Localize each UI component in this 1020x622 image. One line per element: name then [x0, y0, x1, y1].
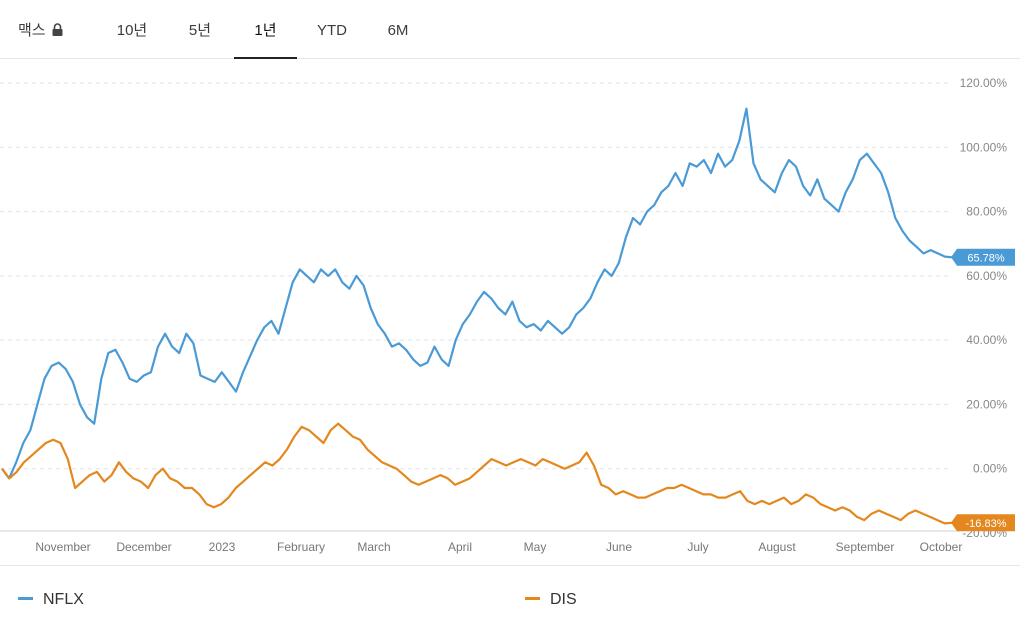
y-tick-label: 120.00%	[960, 76, 1008, 90]
last-value-label: 65.78%	[967, 252, 1005, 264]
x-tick-label: September	[836, 540, 895, 554]
legend-swatch	[18, 596, 33, 600]
tab-5y[interactable]: 5년	[172, 0, 228, 58]
x-tick-label: November	[35, 540, 90, 554]
y-tick-label: 100.00%	[960, 140, 1008, 154]
x-tick-label: May	[524, 540, 547, 554]
last-value-tag	[951, 248, 1015, 266]
last-value-label: -16.83%	[966, 518, 1007, 530]
tab-label: 맥스	[18, 22, 46, 39]
x-tick-label: June	[606, 540, 632, 554]
tab-label: 10년	[116, 22, 148, 39]
y-tick-label: 60.00%	[966, 269, 1007, 283]
tab-max[interactable]: 맥스	[18, 0, 74, 58]
x-tick-label: April	[448, 540, 472, 554]
lock-icon	[52, 22, 63, 36]
legend-dis[interactable]: DIS	[525, 590, 577, 610]
last-value-tag	[951, 514, 1015, 532]
tab-label: 1년	[254, 22, 277, 39]
y-tick-label: 20.00%	[966, 397, 1007, 411]
x-tick-label: February	[277, 540, 325, 554]
y-tick-label: 40.00%	[966, 333, 1007, 347]
tab-label: 5년	[188, 22, 212, 39]
tab-6m[interactable]: 6M	[370, 0, 426, 58]
x-tick-label: March	[357, 540, 390, 554]
series-line-nflx	[1, 107, 953, 480]
x-tick-label: August	[758, 540, 796, 554]
divider	[0, 565, 1020, 566]
legend-label: NFLX	[43, 591, 84, 608]
performance-chart: 120.00% 100.00% 80.00% 60.00% 40.00% 20.00% 0.…	[0, 76, 1015, 554]
legend-nflx[interactable]: NFLX	[18, 590, 84, 610]
x-tick-label: October	[920, 540, 963, 554]
tab-10y[interactable]: 10년	[104, 0, 160, 58]
tab-1y[interactable]: 1년	[234, 0, 297, 59]
x-tick-label: December	[116, 540, 171, 554]
series-line-dis	[1, 422, 953, 525]
tab-ytd[interactable]: YTD	[304, 0, 360, 58]
legend-label: DIS	[550, 591, 577, 608]
y-tick-label: 0.00%	[973, 462, 1007, 476]
x-tick-label: July	[687, 540, 708, 554]
tab-label: 6M	[387, 22, 409, 39]
x-tick-label: 2023	[209, 540, 236, 554]
range-tabs: 맥스 10년 5년 1년 YTD 6M	[0, 0, 1020, 59]
y-tick-label: 80.00%	[966, 205, 1007, 219]
tab-label: YTD	[317, 22, 347, 39]
legend-swatch	[525, 596, 540, 600]
